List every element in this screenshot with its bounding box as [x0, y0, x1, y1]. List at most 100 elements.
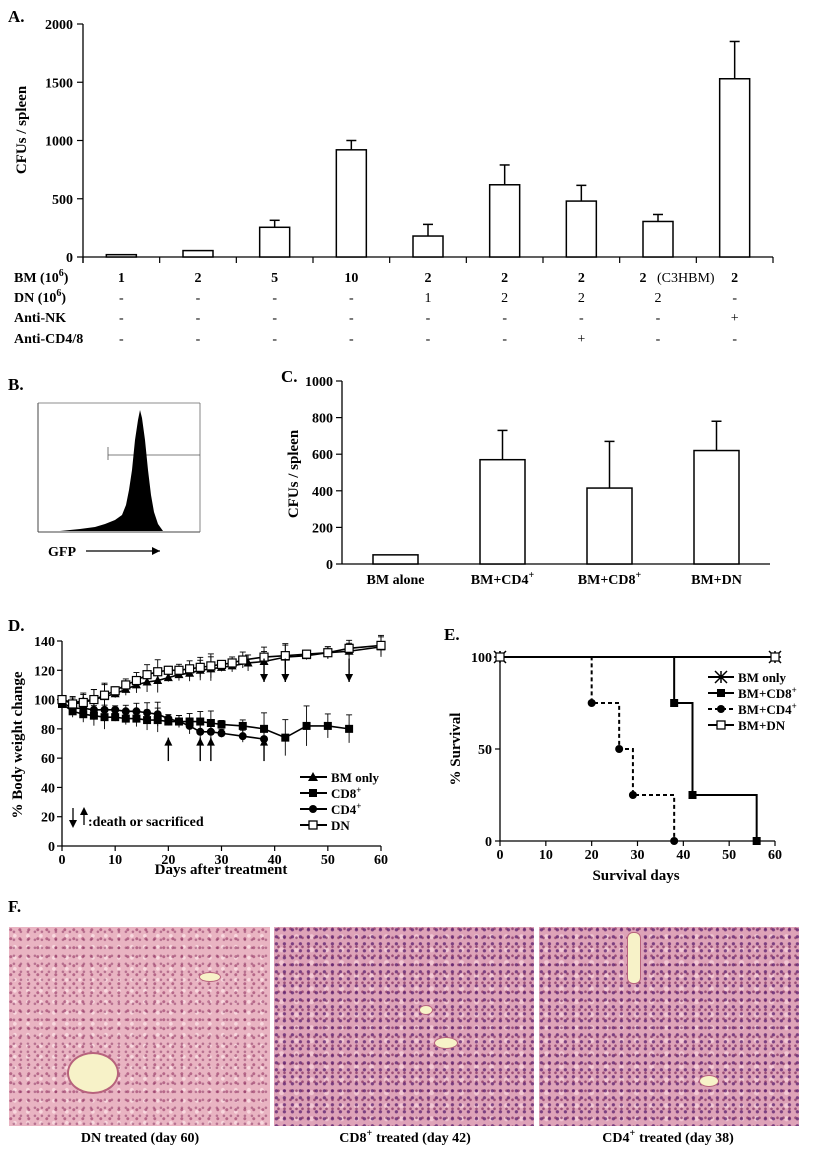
- gfp-axis-label: GFP: [48, 545, 76, 560]
- table-cell: 1: [118, 271, 125, 286]
- bar: [586, 487, 633, 565]
- panel-e-label: E.: [444, 625, 460, 644]
- point-open-square: [323, 648, 333, 658]
- panel-c-ylabel: CFUs / spleen: [286, 429, 302, 518]
- point-circle: [143, 708, 152, 717]
- caption-dn: DN treated (day 60): [81, 1131, 200, 1146]
- legend-e-square-marker: [717, 689, 725, 697]
- table-cell: -: [579, 311, 584, 326]
- x-tick-label: BM+CD8+: [578, 570, 642, 588]
- x-tick-label: 20: [161, 853, 175, 868]
- table-cell: -: [349, 291, 354, 306]
- small-vessel: [419, 1005, 433, 1015]
- point-circle: [89, 705, 98, 714]
- y-tick-label: 60: [41, 752, 55, 767]
- point-square: [752, 837, 761, 845]
- panel-d-xlabel: Days after treatment: [155, 862, 288, 878]
- histology-cd4-image: [539, 927, 799, 1126]
- point-circle: [121, 707, 130, 716]
- y-tick-label: 50: [478, 743, 492, 758]
- table-cell: -: [656, 332, 661, 347]
- point-circle: [238, 732, 247, 741]
- table-cell: -: [272, 291, 277, 306]
- x-tick-label: 30: [215, 853, 229, 868]
- histology-cd8-image: [274, 927, 534, 1126]
- y-tick-label: 100: [471, 651, 492, 666]
- y-tick-label: 20: [41, 811, 55, 826]
- bar: [693, 449, 740, 565]
- table-cell: 1: [425, 291, 432, 306]
- point-square: [281, 733, 290, 742]
- legend-e-cd8: BM+CD8+: [738, 685, 797, 701]
- bar: [105, 253, 138, 258]
- point-circle: [670, 837, 679, 845]
- panel-d-ylabel: % Body weight change: [10, 671, 26, 818]
- bar: [335, 149, 368, 258]
- point-open-square: [110, 686, 120, 696]
- point-open-square: [216, 659, 227, 670]
- table-cell: 2: [731, 271, 738, 286]
- x-tick-label: BM alone: [367, 573, 425, 588]
- tick-sup: +: [636, 570, 642, 581]
- histology-dn-image: [9, 927, 270, 1126]
- panel-e-ylabel: % Survival: [448, 713, 464, 786]
- bar: [258, 226, 291, 258]
- panel-d-label: D.: [8, 616, 25, 635]
- table-cell: -: [119, 291, 124, 306]
- table-cell: -: [272, 311, 277, 326]
- death-annotation-text: :death or sacrificed: [88, 815, 204, 830]
- caption-cd8: CD8+ treated (day 42): [339, 1128, 471, 1146]
- y-tick-label: 1500: [45, 76, 73, 91]
- y-tick-label: 400: [312, 485, 333, 500]
- panel-a-chart: 05001000150020001---2---5---10---21--22-…: [45, 18, 774, 347]
- death-annotation: :death or sacrificed: [69, 807, 204, 830]
- legend-e-dn: BM+DN: [738, 718, 786, 733]
- table-cell: -: [426, 311, 431, 326]
- table-cell: -: [196, 291, 201, 306]
- point-circle: [111, 705, 120, 714]
- point-circle: [628, 791, 637, 799]
- bar: [642, 220, 674, 258]
- x-tick-label: 40: [268, 853, 282, 868]
- table-cell: -: [426, 332, 431, 347]
- y-tick-label: 1000: [305, 375, 333, 390]
- y-tick-label: 600: [312, 448, 333, 463]
- point-circle: [174, 717, 183, 726]
- y-tick-label: 0: [485, 835, 492, 850]
- point-square: [260, 724, 269, 733]
- point-open-square: [238, 655, 248, 665]
- tick-text: BM+CD4: [471, 573, 529, 588]
- table-cell: 2: [578, 291, 585, 306]
- x-tick-label: 30: [631, 848, 645, 863]
- death-arrow-up-head: [196, 737, 205, 746]
- row-label-bm: BM (106): [14, 268, 69, 286]
- tick-sup: +: [529, 570, 535, 581]
- table-cell: 2: [640, 271, 647, 286]
- x-tick-label: 50: [321, 853, 335, 868]
- legend-bm-only: BM only: [331, 770, 380, 785]
- death-arrow-down-head: [260, 674, 269, 682]
- small-vessel: [699, 1075, 719, 1087]
- y-tick-label: 0: [66, 251, 73, 266]
- table-cell: 2: [195, 271, 202, 286]
- point-open-square: [153, 667, 163, 677]
- y-tick-label: 800: [312, 412, 333, 427]
- table-cell: -: [196, 332, 201, 347]
- point-open-square: [163, 665, 173, 675]
- legend-circle-marker: [309, 805, 317, 813]
- panel-c-label: C.: [281, 367, 298, 386]
- table-cell: 10: [344, 271, 358, 286]
- series-line: [61, 646, 382, 704]
- bar: [182, 249, 214, 258]
- table-cell: -: [732, 332, 737, 347]
- point-open-square: [495, 652, 505, 662]
- small-vessel: [627, 932, 641, 984]
- point-open-square: [142, 670, 152, 680]
- y-tick-label: 0: [48, 840, 55, 855]
- bar: [488, 184, 521, 258]
- panel-f-label: F.: [8, 897, 21, 916]
- y-tick-label: 140: [34, 635, 55, 650]
- panel-b-label: B.: [8, 375, 24, 394]
- point-circle: [587, 699, 596, 707]
